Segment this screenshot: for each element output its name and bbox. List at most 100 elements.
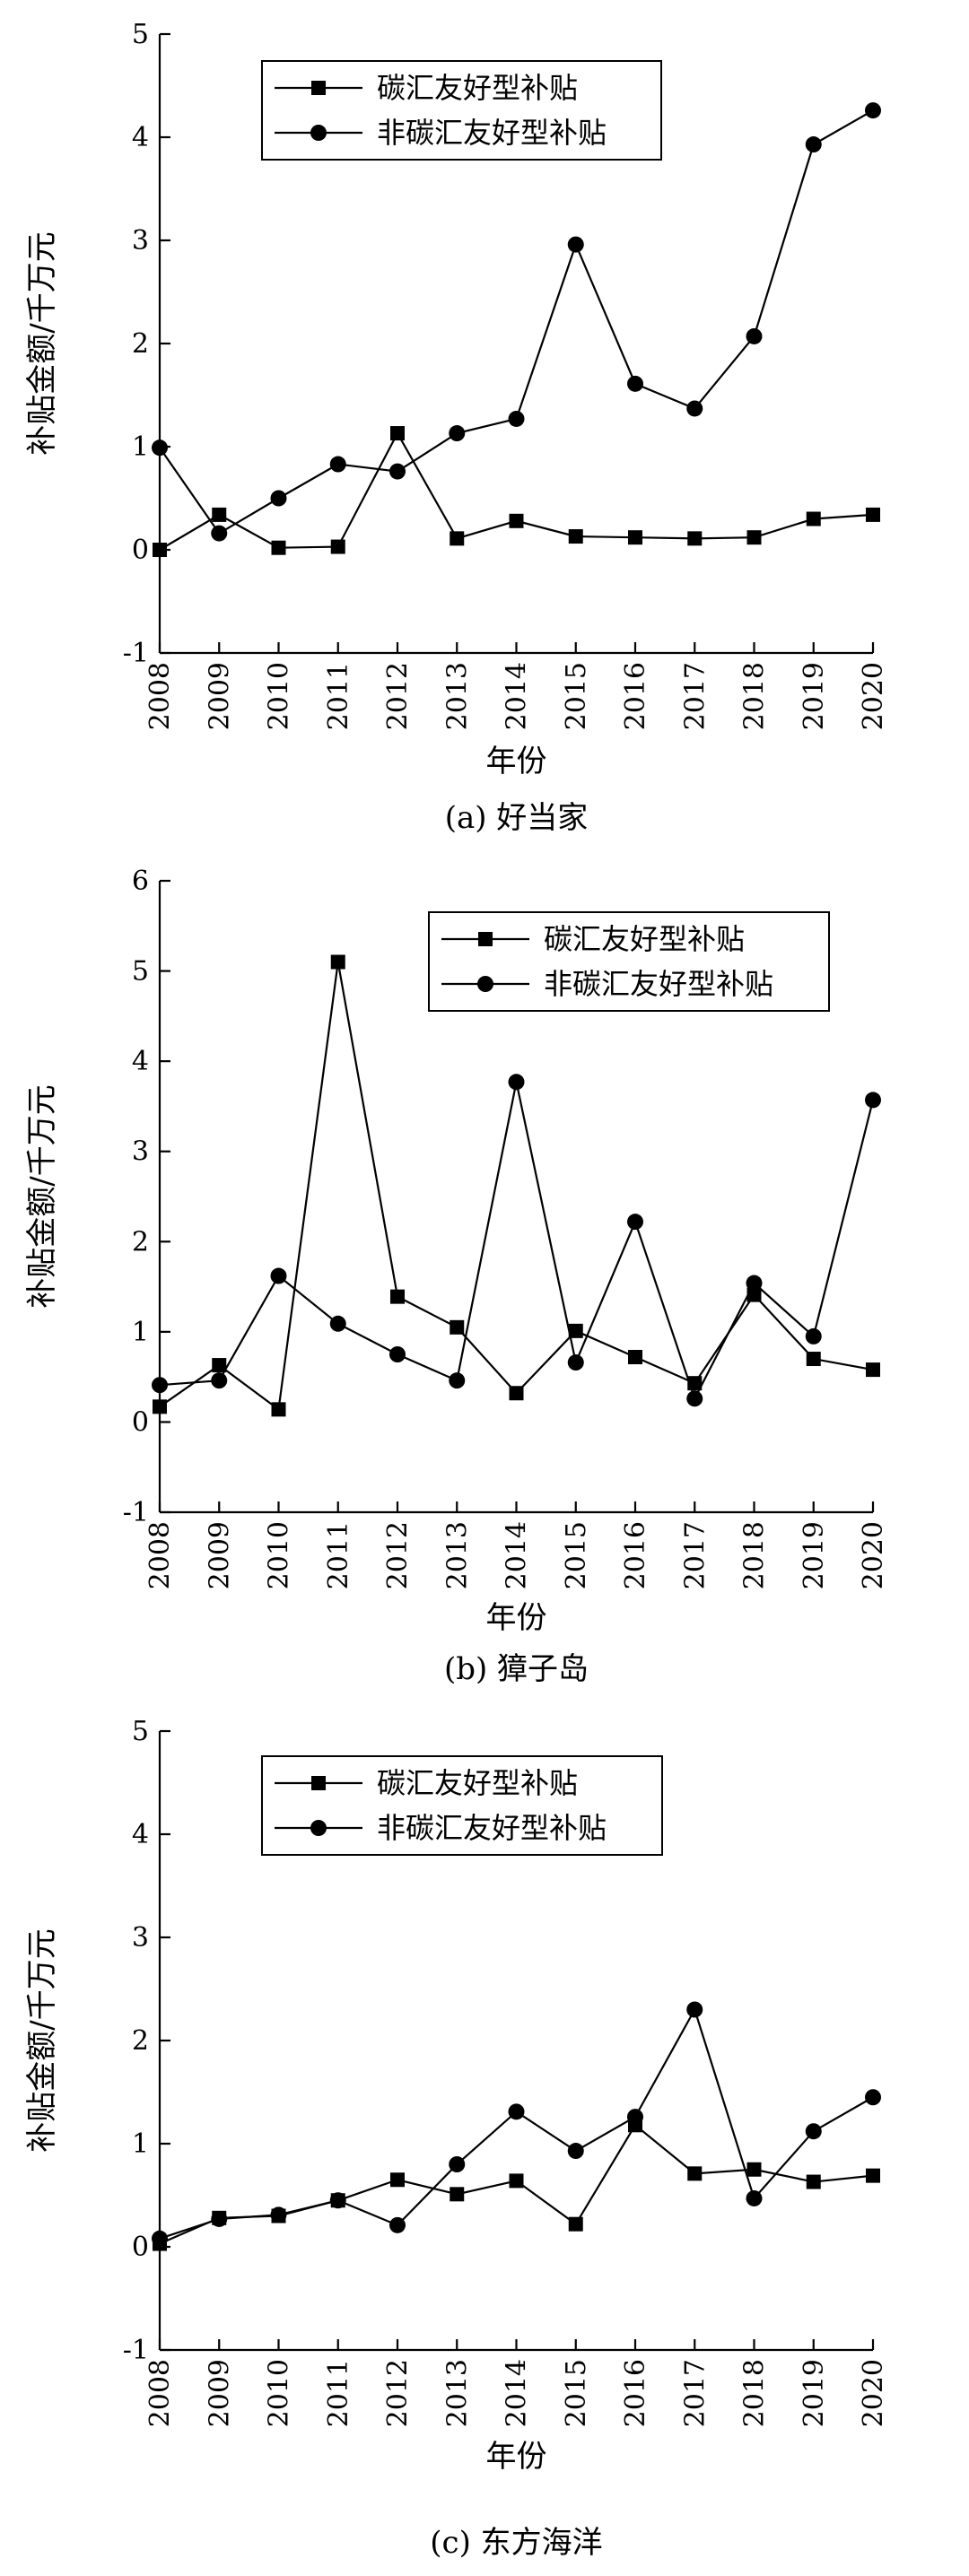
legend-marker [310, 1820, 327, 1836]
data-point [746, 2189, 763, 2206]
y-axis-title: 补贴金额/千万元 [24, 1084, 60, 1308]
x-tick-label: 2013 [441, 1521, 473, 1589]
x-tick-label: 2010 [264, 2359, 295, 2427]
data-point [568, 2216, 583, 2232]
data-point [329, 1315, 346, 1332]
data-point [212, 507, 227, 522]
data-point [153, 543, 167, 557]
data-point [450, 1319, 465, 1335]
legend-box [261, 1755, 663, 1856]
x-tick-label: 2019 [799, 662, 830, 730]
series-line [159, 431, 874, 551]
data-point [389, 463, 406, 480]
series-line [159, 1082, 875, 1402]
x-tick-label: 2014 [502, 2359, 533, 2427]
x-tick-label: 2013 [441, 662, 473, 730]
x-tick-label: 2014 [502, 662, 533, 730]
x-tick-label: 2018 [739, 2359, 771, 2427]
x-tick-label: 2016 [620, 2359, 651, 2427]
legend-marker [478, 932, 493, 946]
data-point [271, 540, 286, 555]
data-point [567, 2143, 584, 2160]
x-tick-label: 2015 [561, 662, 592, 730]
data-point [389, 2216, 406, 2233]
x-tick-label: 2011 [323, 662, 354, 730]
y-tick-label: 1 [132, 1317, 149, 1348]
data-point [627, 375, 643, 392]
y-tick-label: 0 [132, 2232, 149, 2263]
data-point [806, 511, 821, 527]
x-tick-label: 2019 [799, 2359, 830, 2427]
legend-marker [311, 1776, 326, 1790]
y-tick-label: -1 [123, 638, 149, 669]
legend-label: 非碳汇友好型补贴 [377, 116, 607, 150]
y-tick-label: 4 [132, 1046, 149, 1077]
data-point [329, 2192, 346, 2209]
x-tick-label: 2008 [144, 662, 176, 730]
series-line [159, 962, 874, 1412]
legend-label: 碳汇友好型补贴 [377, 1766, 578, 1800]
y-tick-label: 5 [132, 1716, 149, 1747]
x-tick-label: 2018 [739, 1521, 771, 1589]
data-point [270, 490, 287, 507]
legend-box [428, 911, 830, 1012]
data-point [628, 530, 642, 545]
series-line [159, 109, 874, 535]
y-tick-label: 5 [132, 19, 149, 50]
legend-marker [311, 81, 326, 95]
x-tick-label: 2011 [323, 1521, 354, 1589]
chart-a-hao-dang-jia: -1 0 1 2 3 4 5 2008 2009 2010 2011 2012 2013 2014 2015… [24, 19, 889, 836]
y-tick-label: 2 [132, 1226, 149, 1258]
data-point [390, 426, 405, 441]
x-tick-label: 2009 [204, 662, 235, 730]
data-point [508, 2103, 525, 2120]
legend-label: 非碳汇友好型补贴 [377, 1811, 607, 1845]
data-point [865, 1092, 881, 1109]
data-point [866, 1362, 880, 1378]
data-point [509, 513, 524, 528]
data-point [686, 1390, 703, 1407]
y-tick-label: 6 [132, 866, 149, 897]
data-point [390, 1289, 405, 1304]
legend-label: 碳汇友好型补贴 [544, 922, 745, 956]
x-tick-label: 2010 [264, 1521, 295, 1589]
data-point [329, 456, 346, 473]
x-tick-label: 2012 [382, 1521, 414, 1589]
y-tick-label: 3 [132, 1136, 149, 1168]
legend-marker [477, 976, 493, 992]
data-point [212, 1358, 227, 1373]
series-carbon-sink-friendly [153, 2118, 880, 2251]
x-tick-label: 2015 [561, 1521, 592, 1589]
chart-caption: (b) 獐子岛 [444, 1651, 589, 1687]
x-tick-label: 2015 [561, 2359, 592, 2427]
y-tick-label: 4 [132, 1819, 149, 1850]
x-tick-label: 2016 [620, 662, 651, 730]
chart-b-zhang-zi-dao: -1 0 1 2 3 4 5 6 2008 2009 2010 2011 2012 2013 2014 201… [24, 866, 889, 1687]
series-non-carbon-sink-friendly [152, 102, 881, 542]
legend-label: 碳汇友好型补贴 [377, 71, 578, 105]
x-tick-label: 2008 [144, 1521, 176, 1589]
chart-c-dong-fang-hai-yang: -1 0 1 2 3 4 5 2008 2009 2010 2011 2012 2013 2014 2015… [24, 1716, 889, 2561]
data-point [567, 236, 584, 253]
y-tick-label: 3 [132, 225, 149, 257]
data-point [686, 2001, 703, 2018]
data-point [687, 2166, 703, 2181]
series-carbon-sink-friendly [153, 426, 880, 557]
x-tick-label: 2014 [502, 1521, 533, 1589]
data-point [449, 1372, 466, 1389]
x-tick-label: 2020 [858, 662, 889, 730]
legend-label: 非碳汇友好型补贴 [544, 967, 773, 1001]
data-point [389, 1346, 406, 1362]
y-tick-label: 1 [132, 431, 149, 463]
data-point [211, 525, 228, 542]
data-point [806, 1352, 821, 1367]
data-point [627, 1214, 643, 1231]
y-tick-label: 3 [132, 1922, 149, 1954]
data-point [628, 1350, 642, 1365]
data-point [805, 1327, 822, 1345]
y-axis-title: 补贴金额/千万元 [24, 231, 60, 455]
y-tick-label: 2 [132, 328, 149, 360]
